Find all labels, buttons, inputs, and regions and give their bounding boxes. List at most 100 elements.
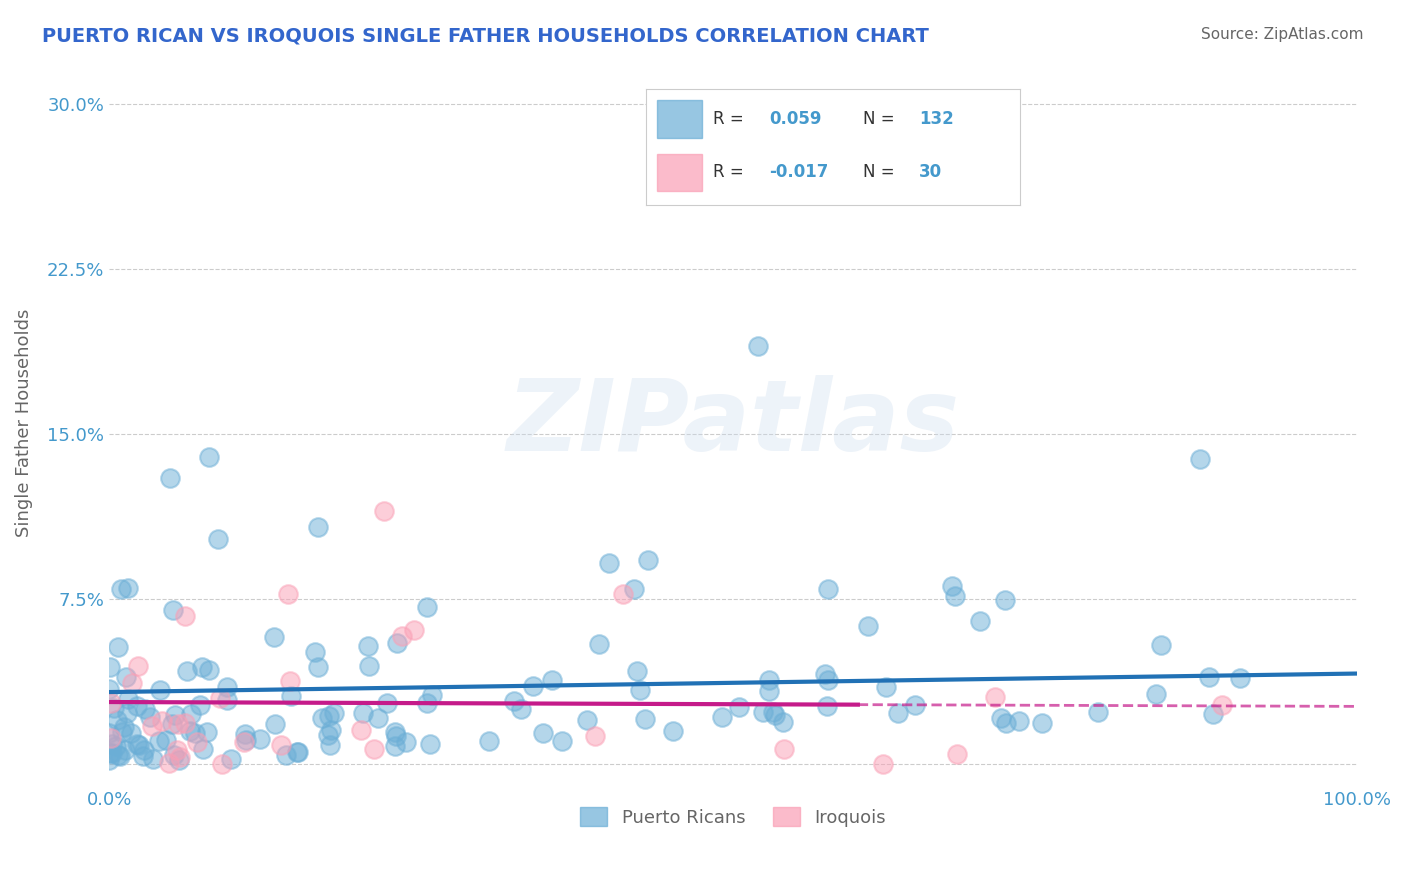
Point [98, 753, 121, 767]
Point [188, 698, 211, 712]
Point [357, 639, 380, 653]
Point [280, 689, 302, 703]
Point [367, 711, 389, 725]
Point [132, 748, 155, 763]
Point [984, 690, 1007, 704]
Point [101, 737, 124, 751]
Point [758, 673, 780, 687]
Point [235, 733, 257, 747]
Point [872, 757, 894, 772]
Point [165, 708, 187, 723]
Point [117, 582, 139, 596]
Point [107, 748, 129, 763]
Point [990, 711, 1012, 725]
Point [219, 752, 242, 766]
Point [404, 624, 426, 638]
Point [994, 593, 1017, 607]
Point [1229, 672, 1251, 686]
Point [623, 582, 645, 597]
Point [318, 708, 340, 723]
Point [264, 716, 287, 731]
Point [120, 726, 142, 740]
Point [270, 738, 292, 752]
Point [711, 710, 734, 724]
Point [391, 629, 413, 643]
Point [174, 608, 197, 623]
Point [125, 698, 148, 713]
Point [191, 741, 214, 756]
Point [385, 729, 408, 743]
Point [373, 504, 395, 518]
Point [1202, 706, 1225, 721]
Point [384, 739, 406, 753]
Point [179, 724, 201, 739]
Point [321, 723, 343, 738]
Point [103, 701, 125, 715]
Point [352, 706, 374, 721]
Point [235, 727, 257, 741]
Point [98, 747, 121, 761]
Point [98, 726, 121, 740]
Point [115, 670, 138, 684]
Point [758, 684, 780, 698]
Point [101, 746, 124, 760]
Y-axis label: Single Father Households: Single Father Households [15, 309, 32, 537]
Point [551, 733, 574, 747]
Point [160, 717, 183, 731]
Point [628, 682, 651, 697]
Point [540, 673, 562, 688]
Point [384, 725, 406, 739]
Point [1144, 687, 1167, 701]
Point [127, 659, 149, 673]
Point [215, 693, 238, 707]
Point [1198, 670, 1220, 684]
Point [114, 743, 136, 757]
Point [100, 696, 122, 710]
Point [150, 714, 173, 728]
Point [111, 725, 134, 739]
Point [287, 745, 309, 759]
Point [772, 714, 794, 729]
Point [276, 747, 298, 762]
Point [886, 706, 908, 720]
Point [522, 679, 544, 693]
Point [198, 450, 221, 464]
Point [416, 600, 439, 615]
Point [761, 705, 783, 719]
Point [162, 603, 184, 617]
Point [943, 589, 966, 603]
Point [773, 742, 796, 756]
Point [576, 714, 599, 728]
Point [105, 739, 128, 754]
Point [208, 691, 231, 706]
Point [155, 733, 177, 747]
Point [304, 645, 326, 659]
Point [311, 711, 333, 725]
Point [1008, 714, 1031, 729]
Point [166, 742, 188, 756]
Point [813, 666, 835, 681]
Point [115, 706, 138, 720]
Point [176, 664, 198, 678]
Point [1150, 638, 1173, 652]
Point [108, 748, 131, 763]
Point [357, 659, 380, 673]
Point [128, 738, 150, 752]
Point [598, 556, 620, 570]
Point [817, 582, 839, 596]
Point [318, 728, 340, 742]
Legend: Puerto Ricans, Iroquois: Puerto Ricans, Iroquois [571, 798, 894, 836]
Point [502, 694, 524, 708]
Point [1189, 452, 1212, 467]
Point [166, 717, 188, 731]
Text: ZIPatlas: ZIPatlas [506, 375, 960, 472]
Point [728, 700, 751, 714]
Point [662, 724, 685, 739]
Point [395, 734, 418, 748]
Point [134, 702, 156, 716]
Point [419, 737, 441, 751]
Text: PUERTO RICAN VS IROQUOIS SINGLE FATHER HOUSEHOLDS CORRELATION CHART: PUERTO RICAN VS IROQUOIS SINGLE FATHER H… [42, 27, 929, 45]
Point [319, 738, 342, 752]
Point [994, 716, 1017, 731]
Point [105, 714, 128, 728]
